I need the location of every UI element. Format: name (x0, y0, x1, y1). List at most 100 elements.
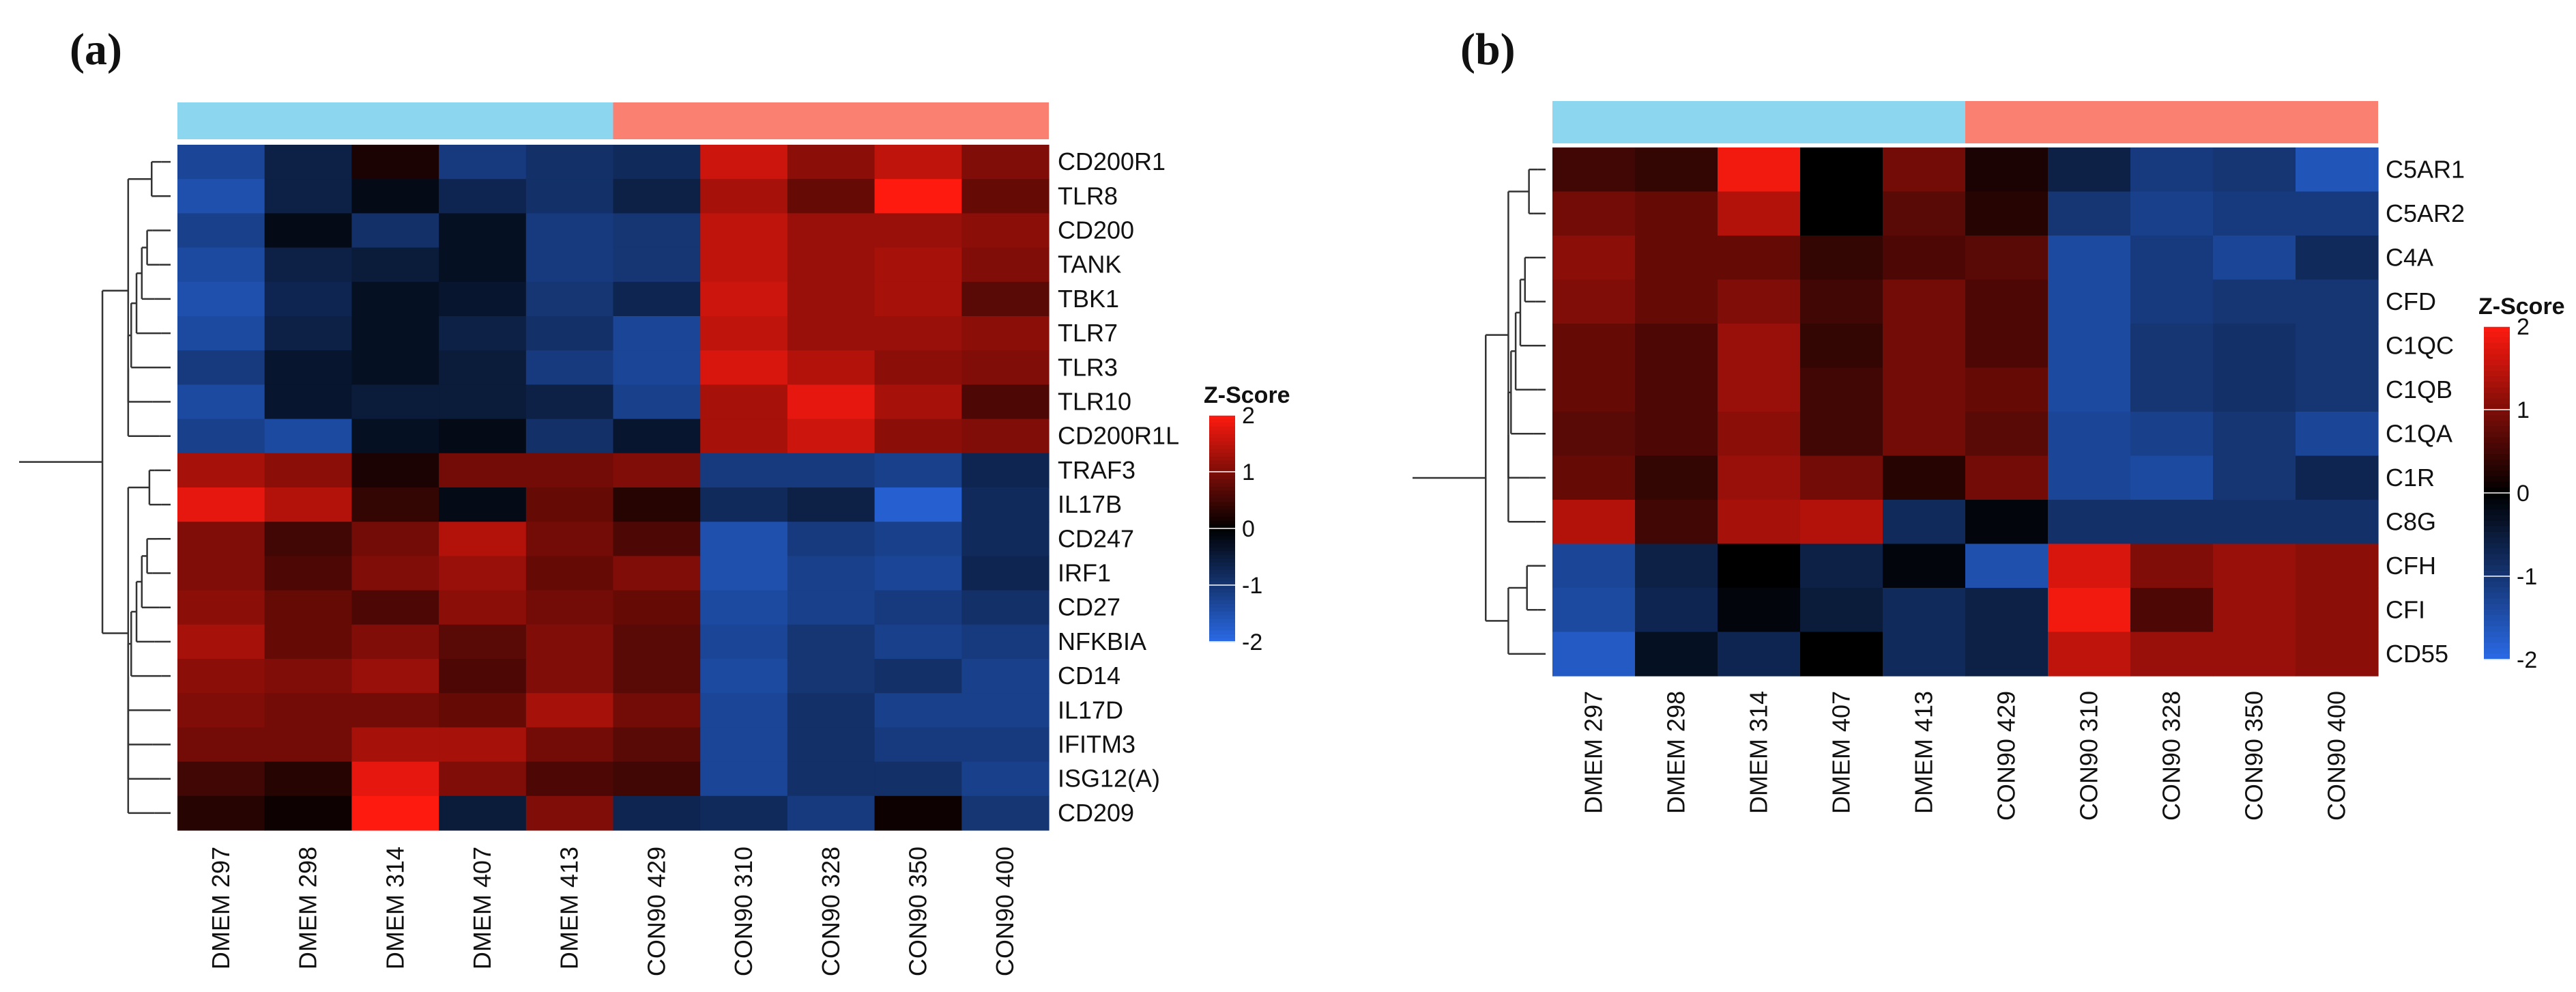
heatmap-cell (1635, 236, 1718, 281)
heatmap-cell (961, 761, 1050, 797)
row-label: IFITM3 (1058, 731, 1135, 759)
heatmap-cell (2048, 279, 2131, 324)
heatmap-cell (264, 247, 352, 283)
heatmap-cell (700, 590, 788, 625)
heatmap-cell (525, 590, 614, 625)
heatmap-cell (1883, 279, 1966, 324)
color-scale-swatch (2484, 326, 2510, 332)
heatmap-cell (787, 281, 875, 317)
heatmap-cell (264, 659, 352, 694)
heatmap-cell (1883, 500, 1966, 545)
heatmap-cell (961, 795, 1050, 831)
heatmap-cell (700, 350, 788, 385)
heatmap-cell (439, 145, 527, 180)
heatmap-cell (439, 487, 527, 522)
heatmap-cell (2048, 500, 2131, 545)
heatmap-cell (264, 350, 352, 385)
color-scale-swatch (2484, 614, 2510, 621)
heatmap-cell (525, 213, 614, 249)
heatmap-cell (351, 350, 439, 385)
heatmap-cell (2130, 279, 2214, 324)
panel-b-column-annotation (1552, 101, 2378, 143)
color-scale-swatch (1209, 453, 1235, 457)
color-scale-swatch (1209, 551, 1235, 556)
heatmap-cell (1718, 367, 1801, 412)
heatmap-cell (177, 350, 265, 385)
heatmap-cell (1883, 324, 1966, 369)
heatmap-cell (2296, 147, 2379, 193)
heatmap-cell (1883, 455, 1966, 500)
color-scale-swatch (1209, 423, 1235, 427)
heatmap-cell (525, 487, 614, 522)
row-label: CD200 (1058, 216, 1134, 244)
heatmap-cell (787, 316, 875, 351)
heatmap-cell (2296, 543, 2379, 589)
color-scale-swatch (1209, 615, 1235, 620)
heatmap-cell (2048, 147, 2131, 193)
heatmap-cell (2296, 367, 2379, 412)
heatmap-cell (874, 693, 962, 728)
heatmap-cell (961, 179, 1050, 214)
heatmap-cell (1718, 324, 1801, 369)
heatmap-cell (787, 727, 875, 763)
heatmap-cell (351, 727, 439, 763)
heatmap-cell (2296, 588, 2379, 633)
heatmap-cell (700, 453, 788, 488)
heatmap-cell (2296, 500, 2379, 545)
column-label: DMEM 413 (555, 847, 583, 969)
heatmap-cell (2213, 588, 2296, 633)
row-label: CD55 (2386, 640, 2448, 668)
heatmap-cell (2296, 191, 2379, 236)
heatmap-cell (1800, 632, 1883, 677)
heatmap-cell (1965, 455, 2049, 500)
heatmap-cell (1635, 324, 1718, 369)
heatmap-cell (264, 281, 352, 317)
heatmap-cell (787, 795, 875, 831)
heatmap-cell (874, 795, 962, 831)
color-scale-tick-label: 1 (2517, 397, 2530, 423)
heatmap-cell (961, 487, 1050, 522)
heatmap-cell (787, 761, 875, 797)
column-label: DMEM 407 (468, 847, 496, 969)
color-scale-tick-label: -1 (2517, 564, 2537, 590)
heatmap-cell (1800, 412, 1883, 457)
row-label: C1QB (2386, 375, 2452, 403)
color-scale-swatch (2484, 598, 2510, 605)
heatmap-cell (525, 350, 614, 385)
heatmap-cell (177, 281, 265, 317)
color-scale-swatch (2484, 403, 2510, 410)
heatmap-cell (264, 419, 352, 454)
heatmap-cell (613, 727, 701, 763)
heatmap-cell (1635, 543, 1718, 589)
color-scale-swatch (1209, 543, 1235, 548)
heatmap-cell (961, 213, 1050, 249)
row-label: CFH (2386, 552, 2436, 580)
color-scale-swatch (1209, 509, 1235, 514)
heatmap-cell (787, 350, 875, 385)
heatmap-cell (2048, 543, 2131, 589)
color-scale-swatch (2484, 637, 2510, 644)
heatmap-cell (874, 522, 962, 556)
heatmap-cell (351, 145, 439, 180)
color-scale-swatch (2484, 359, 2510, 366)
color-scale-swatch (2484, 504, 2510, 511)
heatmap-cell (525, 145, 614, 180)
heatmap-cell (2048, 367, 2131, 412)
column-label: CON90 350 (903, 847, 931, 976)
heatmap-cell (1800, 588, 1883, 633)
heatmap-cell (613, 316, 701, 351)
heatmap-cell (2048, 632, 2131, 677)
heatmap-cell (874, 384, 962, 420)
color-scale-swatch (1209, 532, 1235, 537)
heatmap-cell (2296, 279, 2379, 324)
heatmap-cell (177, 693, 265, 728)
row-label: C8G (2386, 507, 2436, 535)
row-label: IRF1 (1058, 559, 1111, 587)
heatmap-cell (613, 419, 701, 454)
heatmap-cell (439, 247, 527, 283)
row-label: CD209 (1058, 799, 1134, 827)
heatmap-cell (1883, 588, 1966, 633)
heatmap-cell (961, 419, 1050, 454)
color-scale-swatch (1209, 505, 1235, 511)
heatmap-cell (1552, 147, 1636, 193)
